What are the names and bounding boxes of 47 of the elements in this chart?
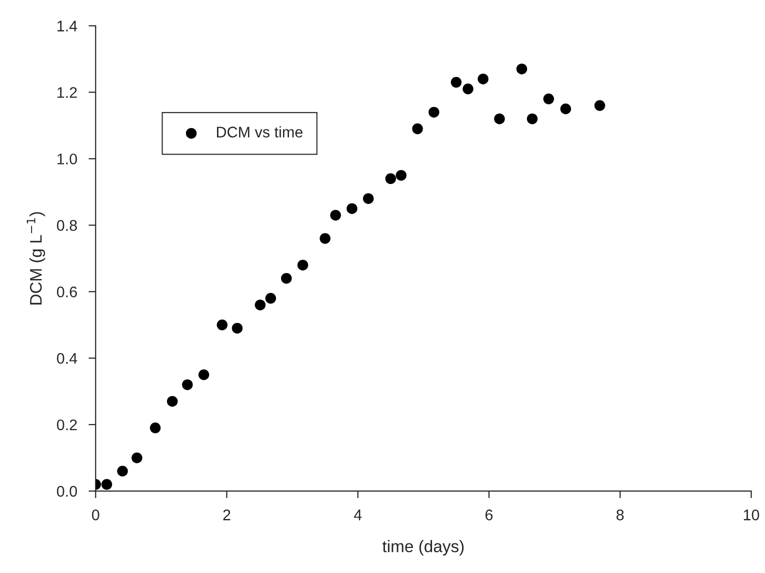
x-tick-label: 0 (92, 510, 100, 520)
point (428, 106, 440, 118)
point (320, 233, 330, 244)
point (346, 203, 358, 214)
point (412, 123, 423, 134)
legend-label: DCM vs time (216, 126, 302, 138)
x-tick-label: 8 (616, 510, 624, 520)
y-tick-label: 0.2 (56, 419, 77, 430)
x-tick-label: 4 (354, 510, 362, 520)
point (117, 466, 128, 476)
point (297, 260, 308, 270)
y-tick-label: 0.6 (56, 286, 77, 298)
y-tick-label: 0.4 (56, 352, 78, 364)
y-tick-label: 1.2 (58, 87, 77, 98)
x-tick-label: 2 (223, 510, 230, 520)
y-tick-label: 0.8 (56, 220, 77, 231)
x-tick-label: 10 (744, 510, 760, 520)
point (216, 320, 228, 330)
point (450, 76, 462, 88)
point (494, 113, 505, 124)
point (560, 103, 572, 114)
point (362, 193, 374, 204)
point (232, 322, 243, 334)
point (516, 64, 528, 74)
y-axis-title: DCM (g L$^{−1}$) (26, 212, 46, 304)
point (254, 300, 266, 310)
point (166, 396, 178, 407)
point (594, 100, 606, 111)
point (150, 422, 161, 434)
y-tick-label: 1.0 (58, 154, 77, 164)
point (265, 292, 276, 304)
point (101, 479, 112, 490)
point (132, 452, 142, 464)
y-tick-label: 1.4 (58, 20, 78, 32)
point (396, 170, 407, 181)
point (385, 173, 396, 184)
point (478, 74, 488, 84)
point (281, 272, 292, 284)
point (543, 94, 554, 104)
x-tick-label: 6 (486, 510, 493, 520)
point (198, 369, 210, 380)
point (526, 113, 538, 124)
point (462, 84, 474, 94)
y-tick-label: 0.0 (56, 486, 77, 497)
point (330, 210, 341, 221)
point (182, 379, 193, 390)
x-axis-title: time (days) (382, 540, 464, 556)
